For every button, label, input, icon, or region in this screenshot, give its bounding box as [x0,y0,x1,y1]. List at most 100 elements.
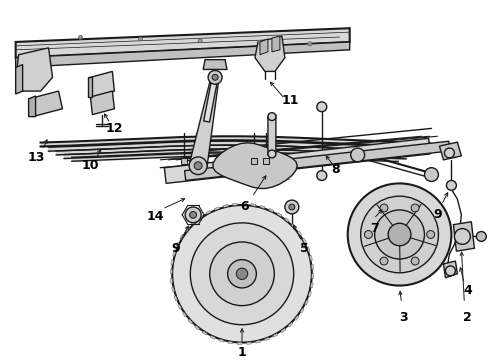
Polygon shape [193,158,199,164]
Polygon shape [272,36,280,52]
Polygon shape [16,28,350,58]
Text: 8: 8 [331,163,340,176]
Polygon shape [300,308,304,313]
Polygon shape [185,141,450,180]
Circle shape [268,150,276,158]
Polygon shape [265,337,270,341]
Text: 1: 1 [238,346,246,359]
Polygon shape [255,36,285,71]
Text: 4: 4 [463,284,472,297]
Polygon shape [312,274,314,278]
Text: 13: 13 [28,151,45,165]
Polygon shape [170,269,172,274]
Circle shape [194,162,202,170]
Circle shape [444,148,454,158]
Circle shape [445,266,455,276]
Polygon shape [223,204,228,207]
Polygon shape [294,316,299,320]
Polygon shape [191,221,196,225]
Circle shape [380,257,388,265]
Circle shape [351,148,365,162]
Circle shape [308,42,312,46]
Circle shape [78,35,82,39]
Polygon shape [177,304,182,309]
Polygon shape [268,114,276,155]
Polygon shape [91,71,114,97]
Polygon shape [219,339,224,342]
Polygon shape [202,331,207,335]
Circle shape [424,168,439,181]
Text: 5: 5 [300,242,309,255]
Polygon shape [288,323,293,327]
Polygon shape [182,312,187,317]
Polygon shape [181,158,187,164]
Polygon shape [251,158,257,164]
Polygon shape [302,238,306,243]
Text: 10: 10 [82,159,99,172]
Polygon shape [269,208,274,212]
Circle shape [476,231,486,241]
Polygon shape [292,224,296,229]
Polygon shape [16,48,52,91]
Text: 14: 14 [147,210,164,223]
Text: 11: 11 [281,94,298,107]
Polygon shape [305,300,308,305]
Circle shape [212,75,218,80]
Text: 7: 7 [370,222,379,235]
Circle shape [268,113,276,121]
Circle shape [411,204,419,212]
Polygon shape [172,251,176,256]
Polygon shape [28,91,63,117]
Circle shape [411,257,419,265]
Circle shape [208,71,222,84]
Polygon shape [277,212,282,217]
Text: 9: 9 [171,242,179,255]
Circle shape [454,229,470,244]
Polygon shape [281,328,286,333]
Text: 2: 2 [463,311,472,324]
Polygon shape [185,227,190,232]
Circle shape [198,39,202,42]
Polygon shape [228,341,233,344]
Polygon shape [188,319,193,324]
Polygon shape [91,91,114,114]
Polygon shape [172,287,174,292]
Polygon shape [237,342,242,345]
Polygon shape [198,215,203,219]
Circle shape [210,242,274,306]
Text: 3: 3 [399,311,408,324]
Circle shape [228,260,256,288]
Polygon shape [311,265,314,269]
Polygon shape [215,207,220,210]
Circle shape [427,230,435,238]
Polygon shape [189,77,219,167]
Circle shape [380,204,388,212]
Polygon shape [308,292,311,297]
Polygon shape [176,243,179,247]
Polygon shape [171,260,173,265]
Polygon shape [210,336,215,339]
Polygon shape [233,203,238,206]
Circle shape [317,102,327,112]
Polygon shape [273,333,278,337]
Polygon shape [89,77,93,97]
Text: 12: 12 [106,122,123,135]
Polygon shape [263,158,269,164]
Polygon shape [16,64,23,94]
Polygon shape [453,222,474,251]
Circle shape [446,180,456,190]
Circle shape [190,223,294,325]
Circle shape [185,207,201,223]
Polygon shape [213,143,297,189]
Polygon shape [443,261,457,278]
Circle shape [285,200,299,214]
Polygon shape [311,283,313,288]
Circle shape [388,223,411,246]
Polygon shape [171,278,173,283]
Circle shape [258,40,262,44]
Polygon shape [206,210,211,214]
Polygon shape [174,296,177,301]
Polygon shape [242,203,246,205]
Circle shape [361,196,439,273]
Circle shape [365,230,372,238]
